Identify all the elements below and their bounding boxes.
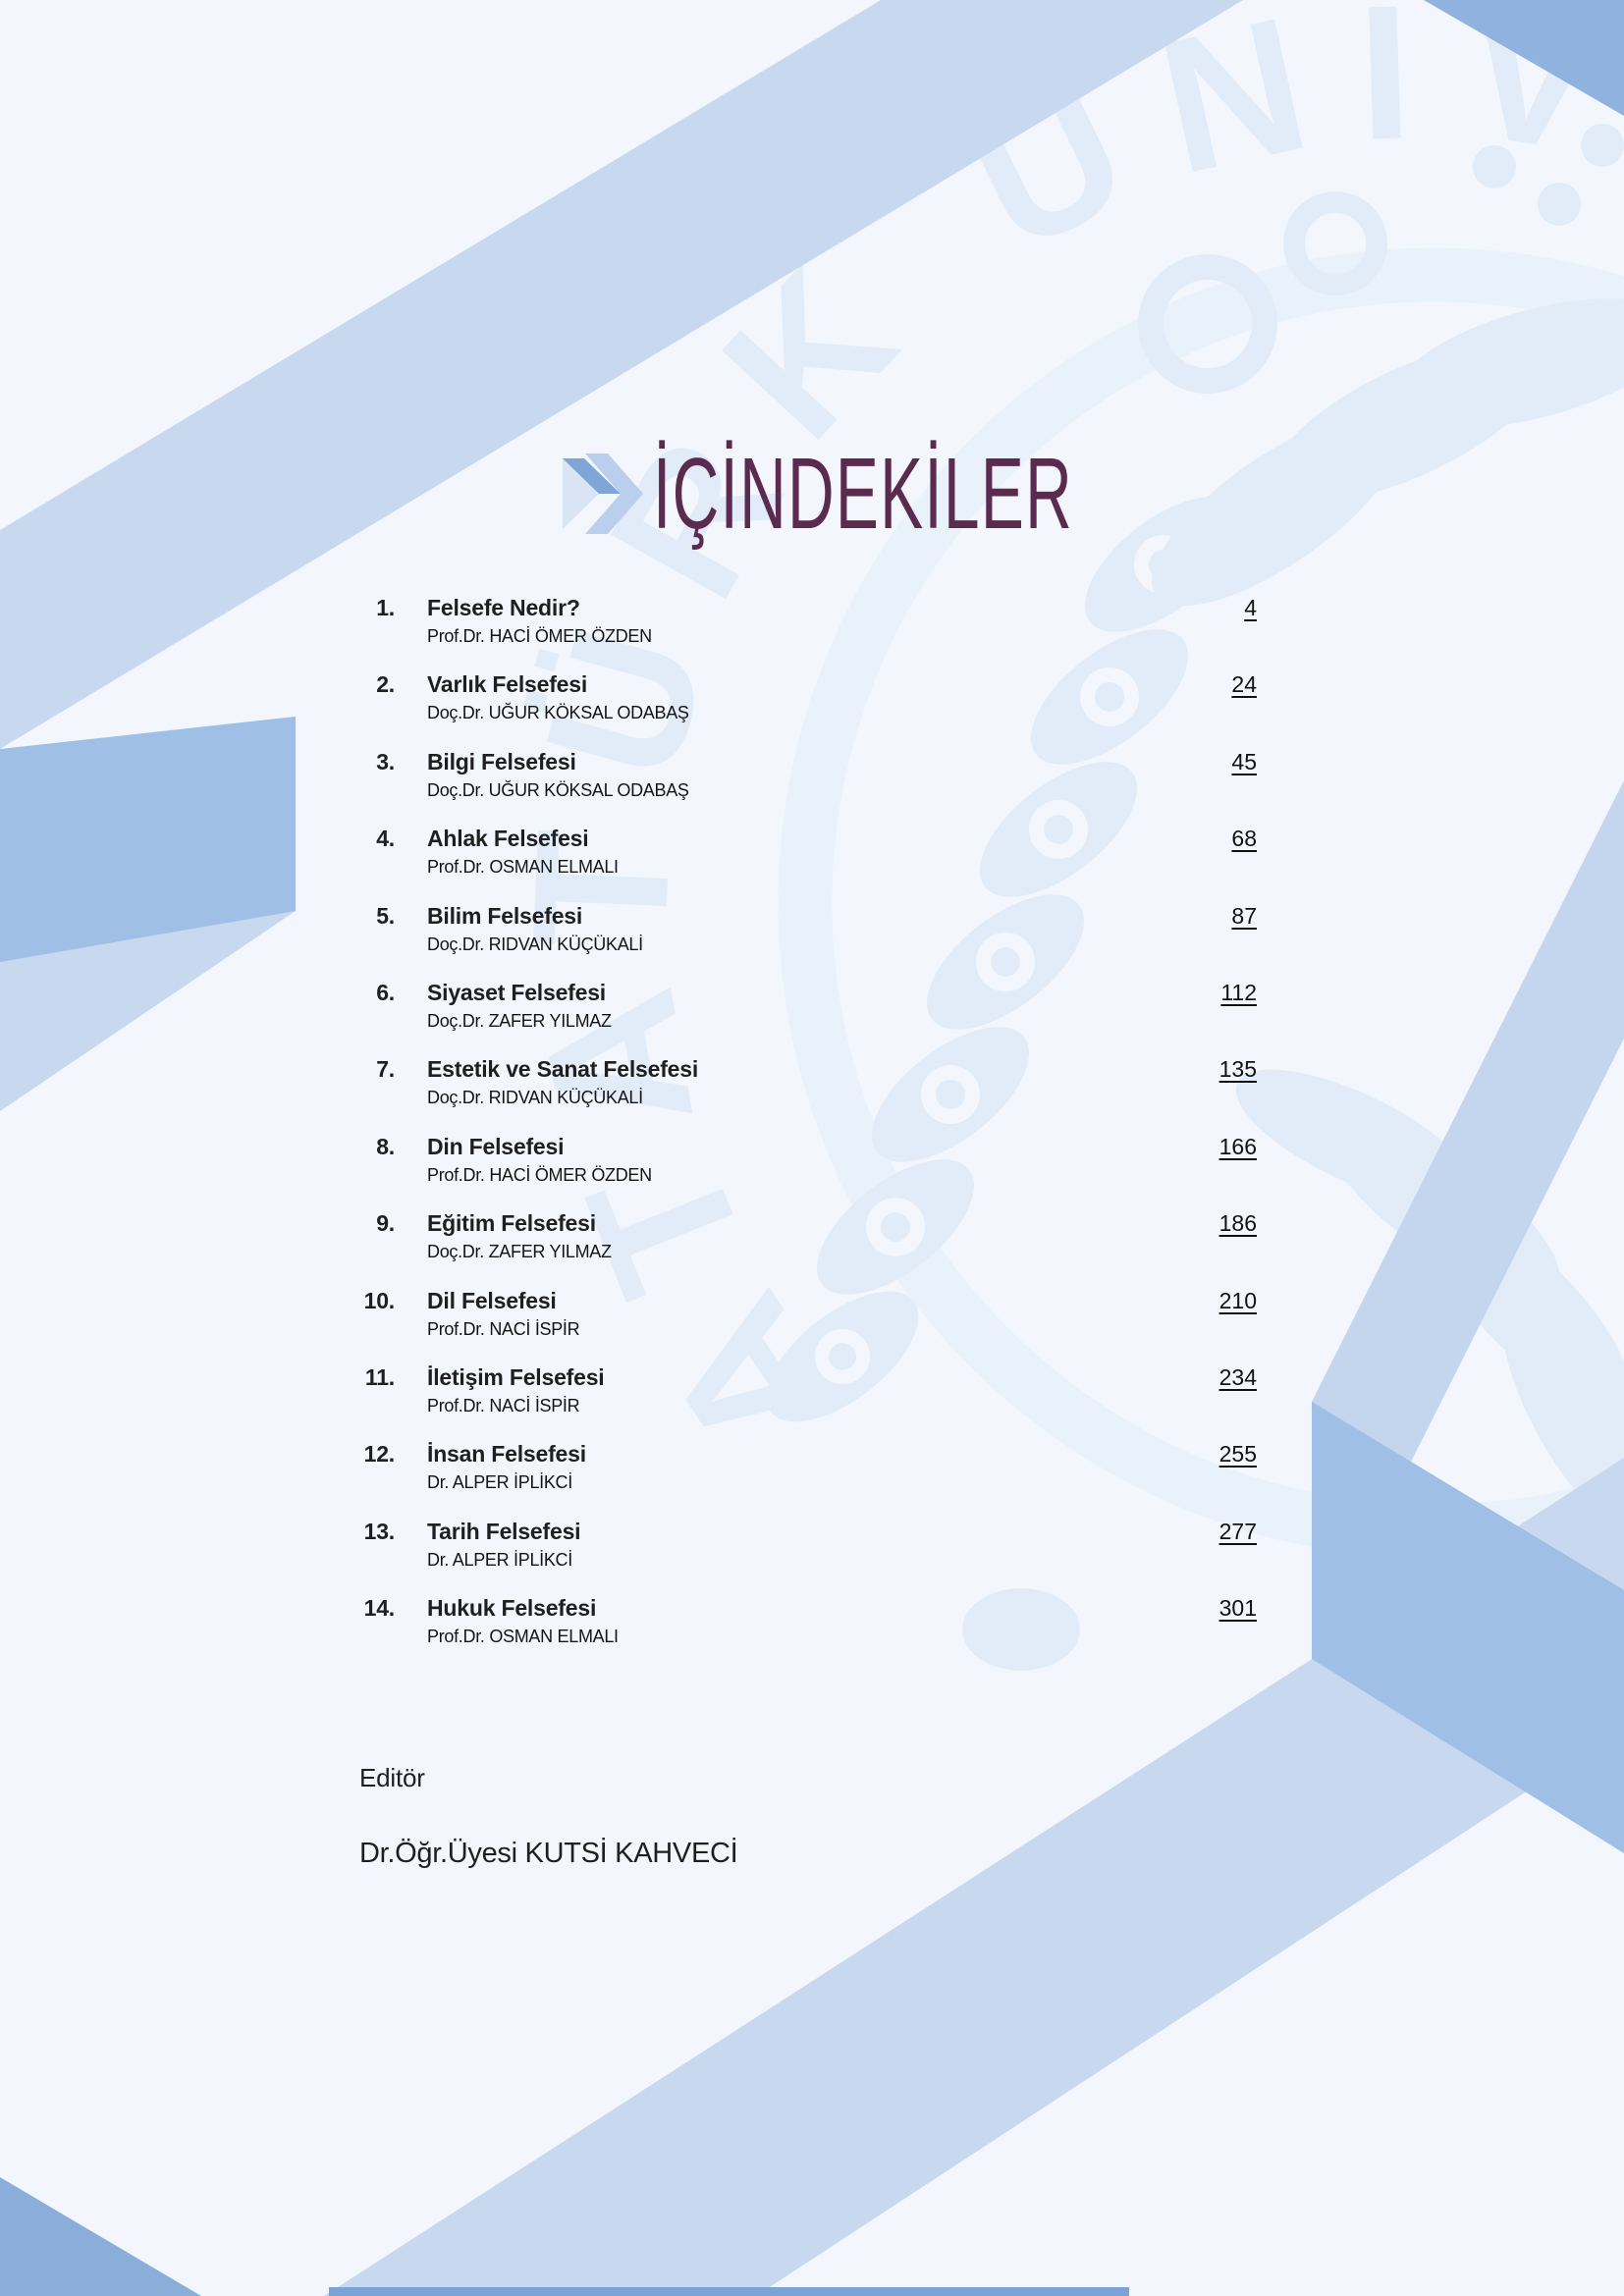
toc-row: 10. Dil Felsefesi Prof.Dr. NACİ İSPİR 21… — [353, 1286, 1257, 1362]
toc-item-title: Tarih Felsefesi — [427, 1518, 581, 1544]
toc-row: 4. Ahlak Felsefesi Prof.Dr. OSMAN ELMALI… — [353, 824, 1257, 900]
toc-item-title: İnsan Felsefesi — [427, 1441, 586, 1468]
toc-item-number: 14. — [363, 1595, 396, 1622]
toc-item-title: Felsefe Nedir? — [427, 595, 580, 620]
toc-row: 8. Din Felsefesi Prof.Dr. HACİ ÖMER ÖZDE… — [353, 1132, 1257, 1208]
toc-page-link[interactable]: 186 — [1218, 1210, 1257, 1237]
toc-item-number: 13. — [363, 1518, 396, 1544]
toc-row: 12. İnsan Felsefesi Dr. ALPER İPLİKCİ 25… — [353, 1439, 1257, 1516]
ribbon-right-fold-face — [1312, 1402, 1624, 1853]
toc-item-number: 5. — [376, 902, 395, 929]
double-chevron-icon — [563, 454, 643, 534]
bottom-edge-sliver — [329, 2287, 1129, 2296]
toc-item-title: Dil Felsefesi — [427, 1287, 557, 1313]
toc-page-link[interactable]: 301 — [1218, 1595, 1257, 1622]
toc-row: 14. Hukuk Felsefesi Prof.Dr. OSMAN ELMAL… — [353, 1593, 1257, 1670]
toc-item-author: Dr. ALPER İPLİKCİ — [427, 1549, 572, 1570]
toc-row: 3. Bilgi Felsefesi Doç.Dr. UĞUR KÖKSAL O… — [353, 747, 1257, 824]
ribbon-right-steep-arm — [1312, 780, 1624, 1659]
toc-item-author: Doç.Dr. ZAFER YILMAZ — [427, 1242, 612, 1262]
editor-name: Dr.Öğr.Üyesi KUTSİ KAHVECİ — [359, 1838, 738, 1869]
corner-triangle-bottom-left — [0, 2177, 201, 2296]
toc-page-link[interactable]: 4 — [1244, 595, 1257, 620]
ribbon-left-fold-face — [0, 717, 296, 962]
toc-row: 11. İletişim Felsefesi Prof.Dr. NACİ İSP… — [353, 1362, 1257, 1439]
toc-item-author: Dr. ALPER İPLİKCİ — [427, 1472, 572, 1493]
toc-item-author: Prof.Dr. NACİ İSPİR — [427, 1395, 580, 1415]
toc-item-author: Prof.Dr. OSMAN ELMALI — [427, 1627, 619, 1647]
toc-item-number: 3. — [376, 748, 395, 774]
toc-item-number: 11. — [364, 1363, 395, 1390]
toc-item-number: 7. — [376, 1056, 395, 1083]
toc-item-author: Doç.Dr. UĞUR KÖKSAL ODABAŞ — [427, 703, 689, 723]
toc-page-link[interactable]: 45 — [1231, 748, 1257, 774]
toc-item-author: Prof.Dr. NACİ İSPİR — [427, 1318, 580, 1339]
toc-item-author: Prof.Dr. HACİ ÖMER ÖZDEN — [427, 1164, 652, 1185]
corner-triangle-top-right — [1424, 0, 1624, 116]
toc-page-link[interactable]: 234 — [1218, 1363, 1257, 1390]
toc-item-title: Estetik ve Sanat Felsefesi — [427, 1056, 699, 1083]
toc-item-number: 6. — [376, 979, 395, 1005]
toc-item-author: Doç.Dr. RIDVAN KÜÇÜKALİ — [427, 934, 643, 954]
toc-page-link[interactable]: 210 — [1218, 1287, 1257, 1313]
toc-item-author: Doç.Dr. RIDVAN KÜÇÜKALİ — [427, 1088, 643, 1108]
toc-row: 5. Bilim Felsefesi Doç.Dr. RIDVAN KÜÇÜKA… — [353, 901, 1257, 978]
toc-item-title: Siyaset Felsefesi — [427, 979, 606, 1005]
toc-row: 13. Tarih Felsefesi Dr. ALPER İPLİKCİ 27… — [353, 1517, 1257, 1593]
toc-item-author: Prof.Dr. OSMAN ELMALI — [427, 857, 619, 878]
toc-page-link[interactable]: 135 — [1218, 1056, 1257, 1083]
toc-item-title: İletişim Felsefesi — [427, 1363, 605, 1390]
toc-item-title: Varlık Felsefesi — [427, 671, 588, 698]
ribbon-bottom-band — [324, 1458, 1624, 2296]
toc-item-title: Hukuk Felsefesi — [427, 1595, 597, 1622]
toc-item-title: Ahlak Felsefesi — [427, 826, 589, 852]
ribbon-top-left-band — [0, 0, 1243, 749]
toc-item-number: 8. — [376, 1133, 395, 1159]
toc-page-link[interactable]: 68 — [1231, 826, 1257, 852]
toc-page-link[interactable]: 255 — [1218, 1441, 1257, 1468]
toc-item-title: Eğitim Felsefesi — [427, 1210, 596, 1237]
toc-row: 2. Varlık Felsefesi Doç.Dr. UĞUR KÖKSAL … — [353, 669, 1257, 746]
toc-row: 9. Eğitim Felsefesi Doç.Dr. ZAFER YILMAZ… — [353, 1208, 1257, 1285]
toc-item-number: 12. — [363, 1441, 396, 1468]
table-of-contents: 1. Felsefe Nedir? Prof.Dr. HACİ ÖMER ÖZD… — [353, 593, 1257, 1670]
toc-item-number: 1. — [376, 595, 395, 620]
toc-item-number: 9. — [376, 1210, 395, 1237]
toc-page-link[interactable]: 87 — [1231, 902, 1257, 929]
toc-item-title: Bilim Felsefesi — [427, 902, 583, 929]
toc-item-number: 10. — [363, 1287, 396, 1313]
toc-item-number: 4. — [376, 826, 395, 852]
editor-label: Editör — [359, 1763, 425, 1792]
toc-item-number: 2. — [376, 671, 395, 698]
toc-item-author: Doç.Dr. UĞUR KÖKSAL ODABAŞ — [427, 779, 689, 800]
toc-item-author: Prof.Dr. HACİ ÖMER ÖZDEN — [427, 626, 652, 646]
page-title: İÇİNDEKİLER — [653, 437, 1074, 550]
toc-page-link[interactable]: 112 — [1220, 979, 1257, 1005]
toc-item-title: Bilgi Felsefesi — [427, 748, 576, 774]
toc-item-author: Doç.Dr. ZAFER YILMAZ — [427, 1010, 612, 1031]
toc-item-title: Din Felsefesi — [427, 1133, 565, 1159]
toc-page-link[interactable]: 277 — [1218, 1518, 1257, 1544]
toc-row: 7. Estetik ve Sanat Felsefesi Doç.Dr. RI… — [353, 1054, 1257, 1131]
title-row: İÇİNDEKİLER — [562, 440, 1310, 548]
toc-page-link[interactable]: 166 — [1218, 1133, 1257, 1159]
toc-page-link[interactable]: 24 — [1231, 671, 1257, 698]
toc-row: 6. Siyaset Felsefesi Doç.Dr. ZAFER YILMA… — [353, 978, 1257, 1054]
toc-row: 1. Felsefe Nedir? Prof.Dr. HACİ ÖMER ÖZD… — [353, 593, 1257, 669]
